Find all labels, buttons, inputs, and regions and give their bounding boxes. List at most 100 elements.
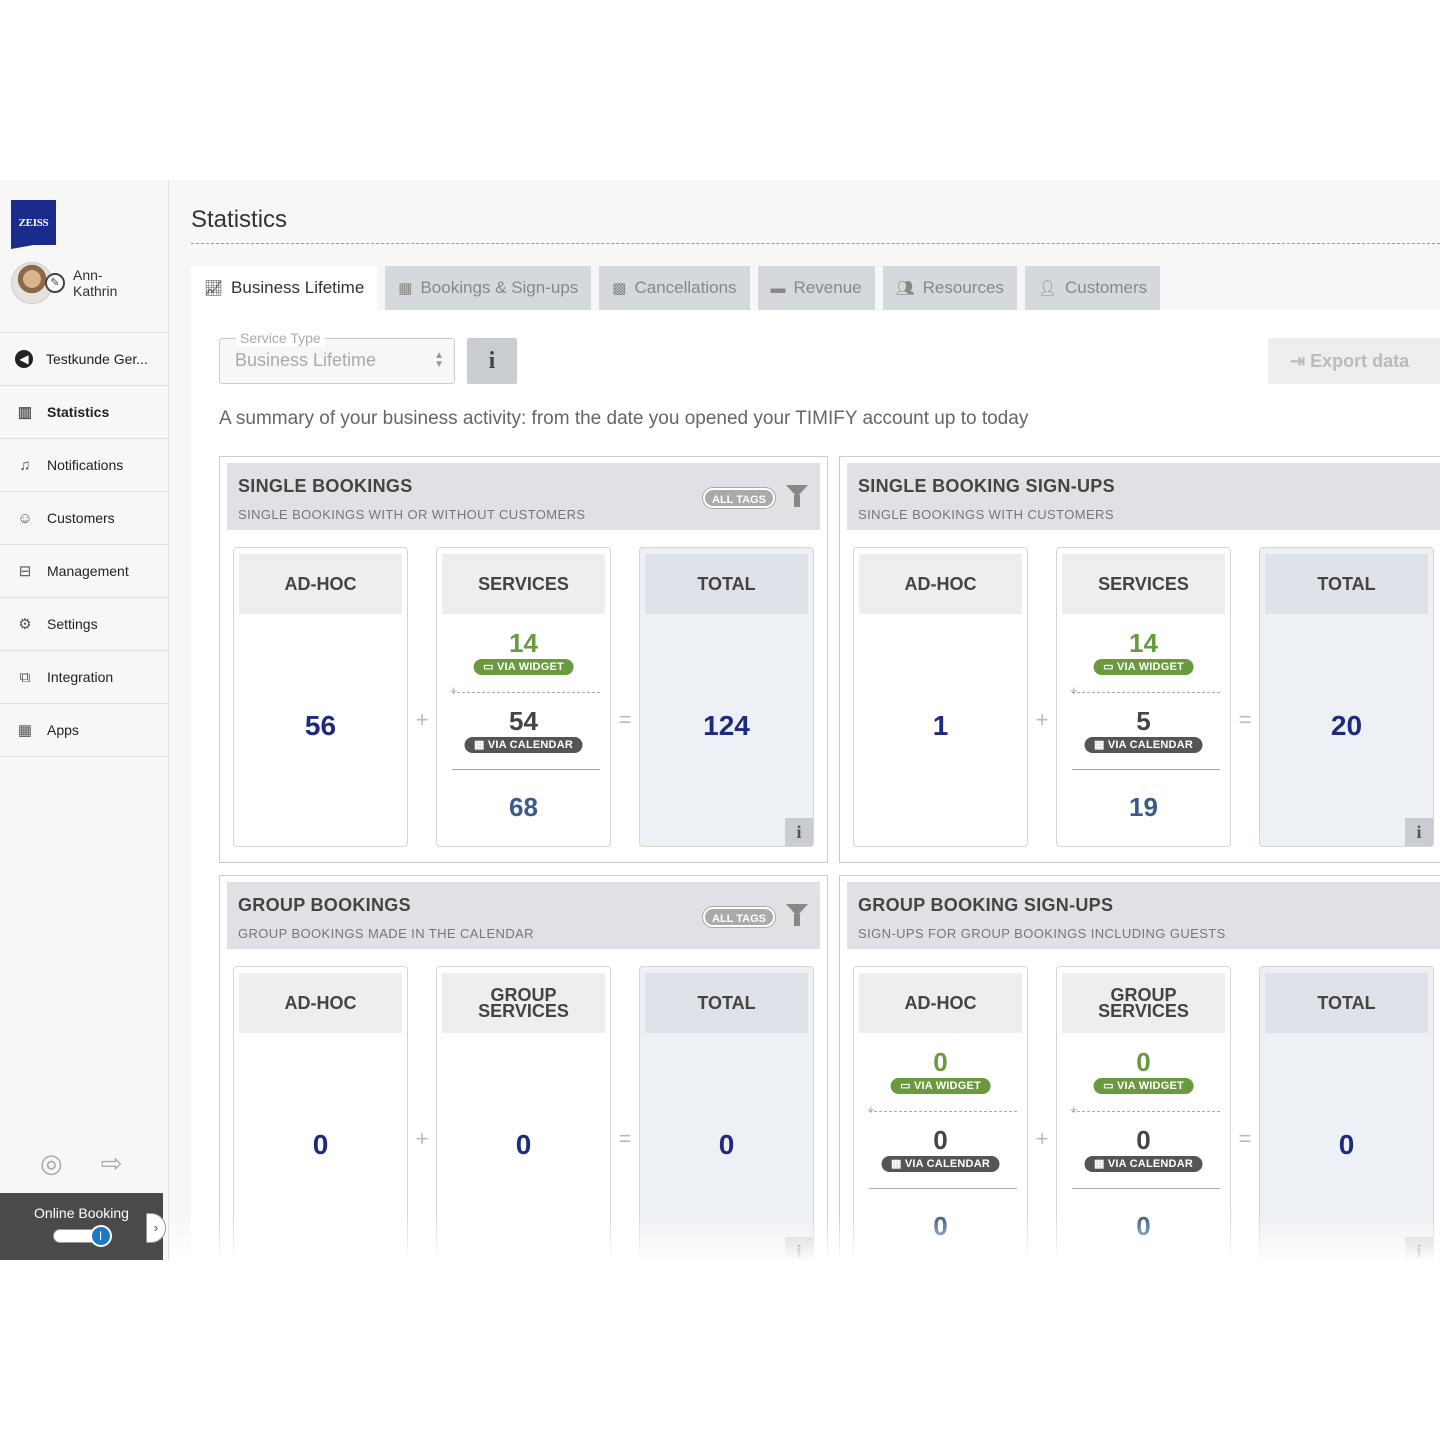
sidebar-item-label: Apps	[47, 722, 79, 738]
info-icon[interactable]: i	[1405, 818, 1433, 846]
via-widget-badge: ▭ VIA WIDGET	[1093, 659, 1194, 675]
widget-count: 0	[933, 1047, 948, 1077]
all-tags-badge[interactable]: ALL TAGS	[703, 907, 775, 927]
total-count: 20	[1330, 710, 1363, 741]
card-single-booking-signups: SINGLE BOOKING SIGN-UPS SINGLE BOOKINGS …	[839, 456, 1440, 863]
calendar-count: 0	[1136, 1125, 1151, 1155]
filter-icon[interactable]	[786, 485, 808, 507]
card-single-bookings: SINGLE BOOKINGS SINGLE BOOKINGS WITH OR …	[219, 456, 828, 863]
column-group-services: GROUP SERVICES 0	[436, 966, 611, 1260]
sidebar-nav: ◀ Testkunde Ger... ▥ Statistics ♫ Notifi…	[0, 332, 168, 757]
sum-divider	[869, 1188, 1017, 1189]
sidebar-footer-icons: ◎ ⇨	[40, 1148, 122, 1179]
service-type-label: Service Type	[236, 330, 325, 346]
help-lifebuoy-icon[interactable]: ◎	[40, 1148, 63, 1178]
app-window: ZEISS ✎ Ann- Kathrin ◀ Testkunde Ger... …	[0, 180, 1440, 1260]
tab-business-lifetime[interactable]: 📈︎ Business Lifetime	[191, 266, 378, 310]
user-icon: ☺	[17, 509, 33, 527]
title-divider	[191, 243, 1440, 244]
service-type-value: Business Lifetime	[235, 350, 377, 370]
tab-cancellations[interactable]: ▩ Cancellations	[599, 266, 750, 310]
service-type-select[interactable]: Service Type Business Lifetime ▲ ▼	[219, 330, 455, 384]
adhoc-count: 1	[932, 710, 949, 741]
card-header: GROUP BOOKING SIGN-UPS SIGN-UPS FOR GROU…	[847, 882, 1440, 949]
plus-sign: +	[1035, 1126, 1049, 1151]
filter-icon[interactable]	[786, 904, 808, 926]
card-title: GROUP BOOKINGS	[238, 895, 411, 915]
sidebar-item-integration[interactable]: ⧉ Integration	[0, 651, 168, 704]
column-header: TOTAL	[645, 554, 808, 614]
sidebar-item-notifications[interactable]: ♫ Notifications	[0, 439, 168, 492]
sidebar-item-label: Notifications	[47, 457, 124, 473]
sidebar-item-label: Integration	[47, 669, 114, 685]
column-adhoc: AD-HOC 1	[853, 547, 1028, 847]
card-header: SINGLE BOOKINGS SINGLE BOOKINGS WITH OR …	[227, 463, 820, 530]
logout-icon[interactable]: ⇨	[100, 1148, 123, 1178]
all-tags-badge[interactable]: ALL TAGS	[703, 488, 775, 508]
info-button[interactable]: i	[467, 338, 517, 384]
dashed-divider	[867, 1102, 1017, 1117]
sidebar-item-label: Settings	[47, 616, 98, 632]
column-header: AD-HOC	[239, 973, 402, 1033]
services-total: 19	[1129, 792, 1158, 822]
bell-icon: ♫	[19, 456, 31, 474]
dashed-divider	[1070, 1102, 1220, 1117]
tab-label: Bookings & Sign-ups	[420, 278, 579, 297]
sidebar-item-settings[interactable]: ⚙ Settings	[0, 598, 168, 651]
online-booking-toggle[interactable]: I	[52, 1225, 112, 1247]
sidebar-item-account[interactable]: ◀ Testkunde Ger...	[0, 333, 168, 386]
via-widget-badge: ▭ VIA WIDGET	[473, 659, 574, 675]
dashed-divider	[450, 683, 600, 698]
column-total: TOTAL 20 i	[1259, 547, 1434, 847]
adhoc-count: 56	[304, 710, 337, 741]
column-adhoc: AD-HOC 56	[233, 547, 408, 847]
pill-label: VIA WIDGET	[496, 661, 564, 673]
total-count: 0	[718, 1129, 735, 1160]
tab-label: Business Lifetime	[231, 278, 365, 297]
toggle-knob[interactable]: I	[89, 1225, 112, 1247]
via-widget-badge: ▭ VIA WIDGET	[1093, 1078, 1194, 1094]
users-icon: 👥︎	[895, 280, 915, 297]
user-profile[interactable]: ✎ Ann- Kathrin	[11, 260, 166, 304]
sum-divider	[452, 769, 600, 770]
adhoc-count: 0	[312, 1129, 329, 1160]
plus-sign: +	[415, 707, 429, 732]
collapse-sidebar-button[interactable]: ›	[146, 1213, 166, 1243]
pill-label: VIA WIDGET	[913, 1080, 981, 1092]
zeiss-logo[interactable]: ZEISS	[11, 200, 56, 245]
card-group-booking-signups: GROUP BOOKING SIGN-UPS SIGN-UPS FOR GROU…	[839, 875, 1440, 1260]
sidebar-item-customers[interactable]: ☺ Customers	[0, 492, 168, 545]
column-header: GROUP SERVICES	[442, 973, 605, 1033]
equals-sign: =	[618, 707, 632, 732]
via-calendar-badge: ▦ VIA CALENDAR	[1084, 1156, 1203, 1172]
tab-resources[interactable]: 👥︎ Resources	[882, 266, 1017, 310]
tab-bookings-signups[interactable]: ▦ Bookings & Sign-ups	[385, 266, 592, 310]
edit-profile-icon[interactable]: ✎	[45, 273, 65, 293]
card-title: GROUP BOOKING SIGN-UPS	[858, 895, 1114, 915]
total-count: 0	[1338, 1129, 1355, 1160]
equals-sign: =	[618, 1126, 632, 1151]
pill-label: VIA CALENDAR	[904, 1158, 990, 1170]
sidebar: ZEISS ✎ Ann- Kathrin ◀ Testkunde Ger... …	[0, 180, 169, 1260]
sidebar-item-management[interactable]: ⊟ Management	[0, 545, 168, 598]
info-icon[interactable]: i	[785, 818, 813, 846]
user-icon: 👤︎	[1037, 280, 1057, 297]
via-calendar-badge: ▦ VIA CALENDAR	[464, 737, 583, 753]
widget-count: 14	[509, 628, 538, 658]
sidebar-item-statistics[interactable]: ▥ Statistics	[0, 386, 168, 439]
card-header: SINGLE BOOKING SIGN-UPS SINGLE BOOKINGS …	[847, 463, 1440, 530]
online-booking-label: Online Booking	[34, 1205, 129, 1221]
card-subtitle: SIGN-UPS FOR GROUP BOOKINGS INCLUDING GU…	[858, 926, 1226, 941]
sidebar-item-label: Customers	[47, 510, 115, 526]
column-services: SERVICES 14 ▭ VIA WIDGET 5 ▦ VIA CALENDA…	[1056, 547, 1231, 847]
calendar-count: 5	[1136, 706, 1151, 736]
scroll-fade	[170, 1215, 1440, 1260]
pill-label: VIA CALENDAR	[487, 739, 573, 751]
sidebar-item-apps[interactable]: ▦ Apps	[0, 704, 168, 757]
line-chart-icon: 📈︎	[204, 280, 224, 297]
sidebar-item-label: Statistics	[47, 404, 110, 420]
widget-count: 0	[1136, 1047, 1151, 1077]
tab-customers[interactable]: 👤︎ Customers	[1024, 266, 1161, 310]
export-data-button[interactable]: ⇥ Export data	[1268, 338, 1440, 384]
tab-revenue[interactable]: ▬ Revenue	[757, 266, 875, 310]
